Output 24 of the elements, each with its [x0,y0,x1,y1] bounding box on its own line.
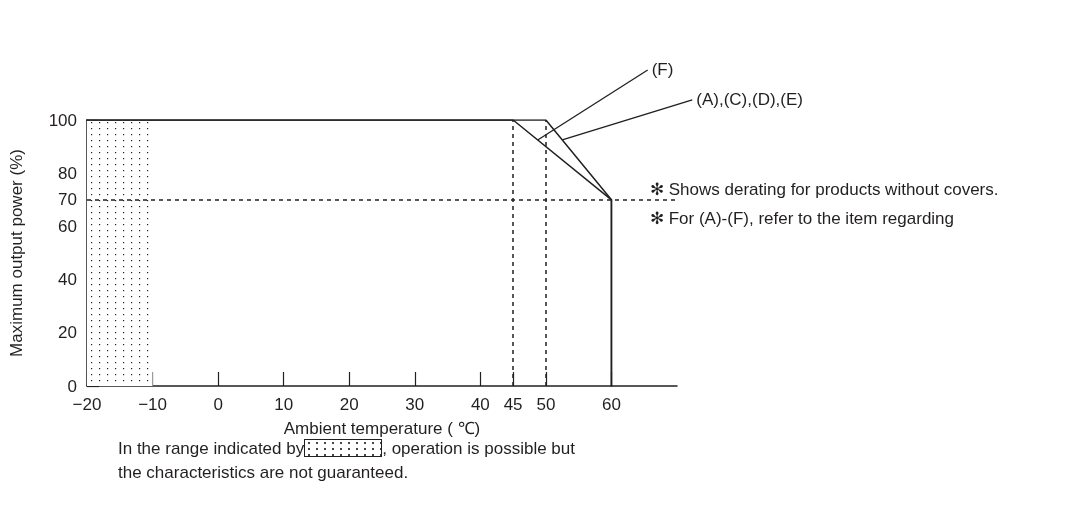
x-axis-title: Ambient temperature ( ℃) [283,419,481,438]
x-tick-label: 45 [503,395,523,414]
y-tick-label: 40 [58,270,77,290]
y-tick-label: 100 [48,110,77,130]
x-tick-label: 60 [601,395,621,414]
y-tick-label: 80 [58,163,77,183]
x-tick-label: 30 [405,395,425,414]
x-tick-label: 10 [274,395,294,414]
x-tick-label: 40 [470,395,490,414]
y-tick-label: 60 [58,216,77,236]
text: (A),(C),(D),(E) [696,90,803,110]
y-axis-title: Maximum output power (%) [7,149,26,357]
x-tick-label: 20 [339,395,359,414]
text: (F) [651,60,674,80]
x-tick-label: −20 [72,395,102,414]
y-tick-label: 70 [58,190,77,210]
text: In the range indicated by [118,439,305,458]
x-tick-label: 0 [213,395,223,414]
x-tick-label: −10 [138,395,167,414]
annotation: ✻ For (A)-(F), refer to the item regarding [650,208,956,230]
y-tick-label: 20 [58,323,77,343]
x-tick-label: 50 [536,395,556,414]
annotation: ✻ Shows derating for products without covers. [650,179,1000,201]
y-tick-label: 0 [67,376,77,396]
